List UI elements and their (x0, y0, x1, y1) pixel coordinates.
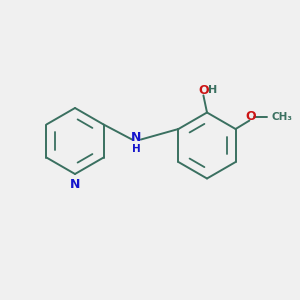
Text: O: O (245, 110, 256, 124)
Text: H: H (208, 85, 217, 95)
Text: O: O (198, 84, 209, 97)
Text: N: N (131, 131, 142, 144)
Text: H: H (132, 143, 141, 154)
Text: N: N (70, 178, 80, 190)
Text: CH₃: CH₃ (272, 112, 292, 122)
